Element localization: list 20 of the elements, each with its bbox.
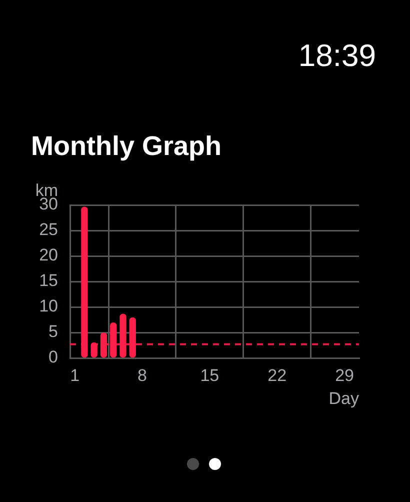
- y-tick-label: 0: [48, 348, 58, 367]
- y-tick-label: 20: [39, 246, 58, 265]
- y-tick-label: 30: [39, 194, 58, 214]
- x-axis-title: Day: [328, 389, 360, 408]
- bar: [100, 332, 108, 358]
- bar: [81, 206, 88, 358]
- x-tick-label: 22: [268, 366, 287, 385]
- text: 18:39: [298, 38, 376, 73]
- chart-title: Monthly Graph: [31, 131, 222, 161]
- x-tick-label: 29: [335, 366, 354, 385]
- x-tick-label: 15: [200, 366, 220, 385]
- x-tick-label: 1: [70, 366, 80, 385]
- bar: [129, 317, 136, 358]
- y-tick-label: 15: [39, 271, 58, 290]
- y-tick-label: 25: [39, 220, 58, 240]
- y-tick-label: 5: [48, 322, 58, 342]
- x-tick-label: 8: [138, 366, 147, 385]
- y-tick-label: 10: [39, 296, 58, 316]
- bar: [110, 322, 117, 358]
- bar: [120, 314, 126, 358]
